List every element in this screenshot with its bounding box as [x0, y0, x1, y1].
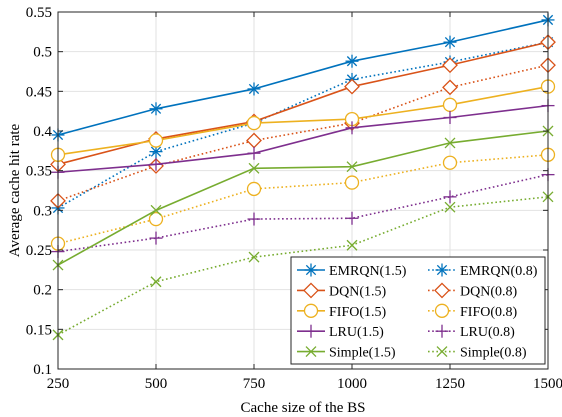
data-point-marker [443, 111, 457, 125]
data-point-marker [148, 211, 164, 227]
data-point-marker [443, 190, 457, 204]
data-point-marker [435, 324, 449, 338]
data-point-marker [150, 204, 162, 216]
data-point-marker [305, 346, 317, 358]
data-point-marker [303, 303, 319, 318]
x-tick-label: 750 [243, 376, 266, 392]
series-line [52, 125, 554, 271]
y-tick-label: 0.5 [33, 45, 52, 61]
x-tick-label: 1500 [533, 376, 562, 392]
legend-box [290, 256, 546, 365]
x-axis-title: Cache size of the BS [241, 400, 366, 416]
legend-item: FIFO(0.8) [428, 303, 518, 320]
data-point-marker [442, 155, 458, 170]
legend: EMRQN(1.5) EMRQN(0.8) DQN(1.5) DQN(0.8) FIFO… [290, 256, 546, 365]
legend-label: LRU(0.8) [460, 325, 515, 340]
data-point-marker [303, 282, 319, 299]
series-path [57, 196, 549, 336]
data-point-marker [346, 161, 358, 173]
data-point-marker [248, 162, 260, 174]
legend-label: FIFO(0.8) [460, 305, 518, 320]
data-point-marker [443, 35, 457, 49]
plot-area-frame [57, 11, 549, 370]
data-point-marker [304, 324, 318, 338]
series-line [51, 13, 555, 142]
y-tick-label: 0.2 [33, 283, 52, 299]
data-point-marker [344, 175, 360, 190]
legend-label: Simple(1.5) [329, 346, 396, 361]
y-tick-label: 0.55 [26, 5, 52, 21]
series-path [57, 130, 549, 266]
series-line [51, 99, 555, 179]
data-point-marker [345, 54, 359, 68]
data-point-marker [444, 137, 456, 149]
legend-item: Simple(0.8) [428, 346, 527, 361]
series-path [57, 154, 549, 245]
data-point-marker [442, 97, 458, 112]
series-path [57, 85, 549, 156]
y-tick-label: 0.1 [33, 362, 52, 378]
data-point-marker [345, 211, 359, 225]
data-point-marker [442, 79, 458, 96]
axis-ticks: 250 500 750 1000 1250 1500 0.1 0.15 0.2 0.25 0.3 0.… [26, 5, 562, 392]
grid-lines [57, 11, 549, 370]
y-tick-label: 0.25 [26, 243, 52, 259]
data-point-marker [149, 102, 163, 116]
series-path [57, 104, 549, 174]
data-point-marker [246, 181, 262, 197]
data-point-marker [304, 263, 318, 277]
legend-label: DQN(1.5) [329, 284, 386, 299]
data-point-marker [148, 133, 164, 148]
data-point-marker [344, 78, 360, 95]
legend-item: LRU(0.8) [428, 324, 515, 340]
legend-item: FIFO(1.5) [297, 303, 387, 320]
data-point-marker [434, 282, 450, 299]
legend-item: Simple(1.5) [297, 346, 396, 361]
legend-label: Simple(0.8) [460, 346, 527, 361]
data-point-marker [246, 115, 262, 131]
data-point-marker [248, 251, 260, 263]
data-point-marker [435, 263, 449, 277]
data-point-marker [434, 303, 450, 318]
legend-item: EMRQN(1.5) [297, 263, 407, 279]
y-tick-label: 0.35 [26, 164, 52, 180]
y-axis-title: Average cache hit rate [7, 123, 23, 257]
legend-label: EMRQN(1.5) [329, 264, 407, 279]
series-path [57, 19, 549, 136]
y-tick-label: 0.4 [33, 124, 52, 140]
data-point-marker [247, 82, 261, 96]
data-point-marker [149, 157, 163, 171]
legend-item: DQN(1.5) [297, 282, 386, 299]
legend-label: FIFO(1.5) [329, 305, 387, 320]
legend-label: LRU(1.5) [329, 325, 384, 340]
legend-item: DQN(0.8) [428, 282, 517, 299]
data-point-marker [345, 121, 359, 135]
y-tick-label: 0.45 [26, 84, 52, 100]
data-point-marker [247, 212, 261, 226]
legend-item: EMRQN(0.8) [428, 263, 538, 279]
x-tick-label: 500 [145, 376, 168, 392]
data-point-marker [436, 346, 448, 358]
data-point-marker [346, 239, 358, 251]
y-tick-label: 0.15 [26, 322, 52, 338]
data-point-marker [442, 57, 458, 74]
data-point-marker [150, 276, 162, 288]
legend-item: LRU(1.5) [297, 324, 384, 340]
data-point-marker [149, 231, 163, 245]
legend-label: DQN(0.8) [460, 284, 517, 299]
data-point-marker [444, 201, 456, 213]
y-tick-label: 0.3 [33, 203, 52, 219]
x-tick-label: 1250 [435, 376, 465, 392]
x-tick-label: 250 [47, 376, 70, 392]
x-tick-label: 1000 [337, 376, 367, 392]
legend-label: EMRQN(0.8) [460, 264, 538, 279]
data-point-marker [247, 146, 261, 160]
